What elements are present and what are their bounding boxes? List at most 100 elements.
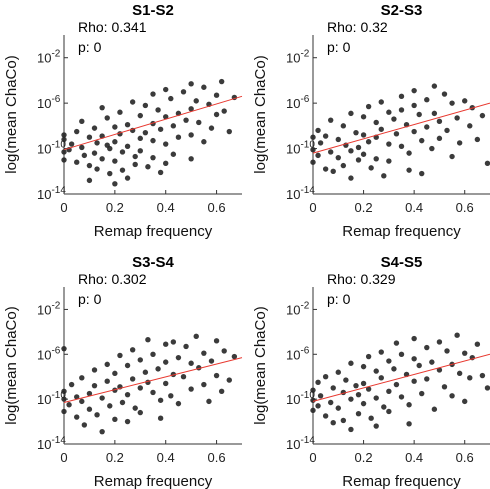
data-point bbox=[117, 352, 123, 359]
y-tick-label: 10-14 bbox=[286, 435, 315, 452]
data-point bbox=[317, 393, 324, 399]
data-point bbox=[355, 157, 362, 163]
x-tick-label: 0.6 bbox=[208, 450, 226, 465]
data-point bbox=[193, 98, 199, 104]
data-point bbox=[381, 173, 387, 179]
data-point bbox=[419, 170, 425, 177]
data-point bbox=[68, 141, 75, 147]
y-tick-base: 10 bbox=[286, 347, 300, 362]
data-point bbox=[322, 133, 329, 139]
data-point bbox=[91, 150, 98, 156]
data-point bbox=[454, 332, 460, 338]
regression-line bbox=[312, 353, 490, 402]
data-point bbox=[61, 396, 67, 402]
data-point bbox=[424, 376, 430, 382]
data-point bbox=[340, 123, 347, 129]
data-point bbox=[112, 158, 118, 164]
data-point bbox=[373, 119, 379, 126]
data-point bbox=[340, 162, 347, 169]
y-tick-label: 10-2 bbox=[286, 300, 310, 317]
data-point bbox=[104, 378, 110, 384]
data-point bbox=[373, 395, 379, 401]
data-point bbox=[150, 91, 156, 97]
data-point bbox=[107, 403, 113, 409]
data-point bbox=[180, 89, 187, 95]
data-point bbox=[365, 353, 372, 360]
data-point bbox=[360, 132, 367, 138]
x-tick-label: 0.6 bbox=[208, 200, 226, 215]
rho-annotation: Rho: 0.329 bbox=[327, 271, 396, 287]
data-point bbox=[365, 139, 372, 145]
data-point bbox=[188, 132, 194, 138]
data-point bbox=[99, 156, 105, 162]
data-point bbox=[188, 81, 194, 87]
y-axis-label: log(mean ChaCo) bbox=[3, 306, 20, 424]
data-point bbox=[61, 136, 67, 143]
data-point bbox=[310, 159, 316, 165]
data-point bbox=[436, 135, 443, 142]
data-point bbox=[416, 362, 422, 369]
data-point bbox=[328, 399, 334, 406]
data-point bbox=[170, 339, 177, 345]
data-point bbox=[201, 139, 207, 145]
data-point bbox=[398, 93, 405, 100]
data-point bbox=[99, 104, 105, 111]
data-point bbox=[391, 366, 397, 372]
data-point bbox=[226, 377, 232, 383]
regression-line bbox=[63, 357, 243, 403]
x-tick-label: 0 bbox=[60, 450, 67, 465]
x-axis-label: Remap frequency bbox=[94, 223, 213, 240]
data-point bbox=[411, 102, 417, 109]
data-point bbox=[386, 358, 392, 364]
data-point bbox=[155, 107, 161, 113]
data-point bbox=[411, 356, 417, 362]
data-point bbox=[119, 149, 126, 155]
y-tick-label: 10-2 bbox=[286, 49, 310, 66]
data-point bbox=[132, 153, 138, 160]
data-point bbox=[335, 136, 341, 143]
y-tick-label: 10-2 bbox=[37, 300, 61, 317]
data-point bbox=[137, 357, 143, 363]
data-point bbox=[368, 415, 374, 421]
data-point bbox=[406, 150, 412, 156]
data-point bbox=[218, 388, 225, 394]
data-point bbox=[411, 335, 417, 342]
data-point bbox=[431, 110, 438, 117]
data-point bbox=[411, 378, 417, 384]
rho-annotation: Rho: 0.32 bbox=[327, 19, 388, 35]
data-point bbox=[424, 344, 430, 351]
data-point bbox=[86, 177, 93, 184]
p-annotation: p: 0 bbox=[78, 291, 102, 307]
data-point bbox=[310, 407, 316, 414]
data-point bbox=[170, 151, 177, 157]
x-tick-label: 0 bbox=[309, 450, 316, 465]
data-point bbox=[310, 387, 316, 393]
data-point bbox=[124, 362, 131, 369]
data-point bbox=[315, 403, 321, 409]
data-point bbox=[456, 370, 463, 377]
y-tick-label: 10-6 bbox=[286, 345, 310, 362]
data-point bbox=[449, 393, 455, 399]
y-tick-exponent: -2 bbox=[300, 300, 309, 311]
data-point bbox=[163, 380, 169, 387]
data-point bbox=[61, 408, 67, 415]
data-point bbox=[315, 379, 321, 386]
data-point bbox=[424, 97, 430, 103]
y-tick-exponent: -10 bbox=[51, 140, 66, 151]
data-point bbox=[94, 140, 100, 146]
data-point bbox=[124, 143, 131, 149]
data-point bbox=[431, 83, 438, 89]
y-tick-exponent: -14 bbox=[51, 185, 66, 196]
data-point bbox=[104, 361, 110, 368]
data-point bbox=[411, 87, 417, 94]
data-point bbox=[355, 411, 362, 417]
data-point bbox=[175, 354, 182, 361]
y-tick-base: 10 bbox=[37, 347, 51, 362]
data-point bbox=[99, 395, 105, 401]
chart-title: S4-S5 bbox=[381, 254, 423, 271]
data-point bbox=[322, 166, 329, 172]
y-tick-exponent: -14 bbox=[300, 435, 315, 446]
data-point bbox=[406, 421, 412, 427]
